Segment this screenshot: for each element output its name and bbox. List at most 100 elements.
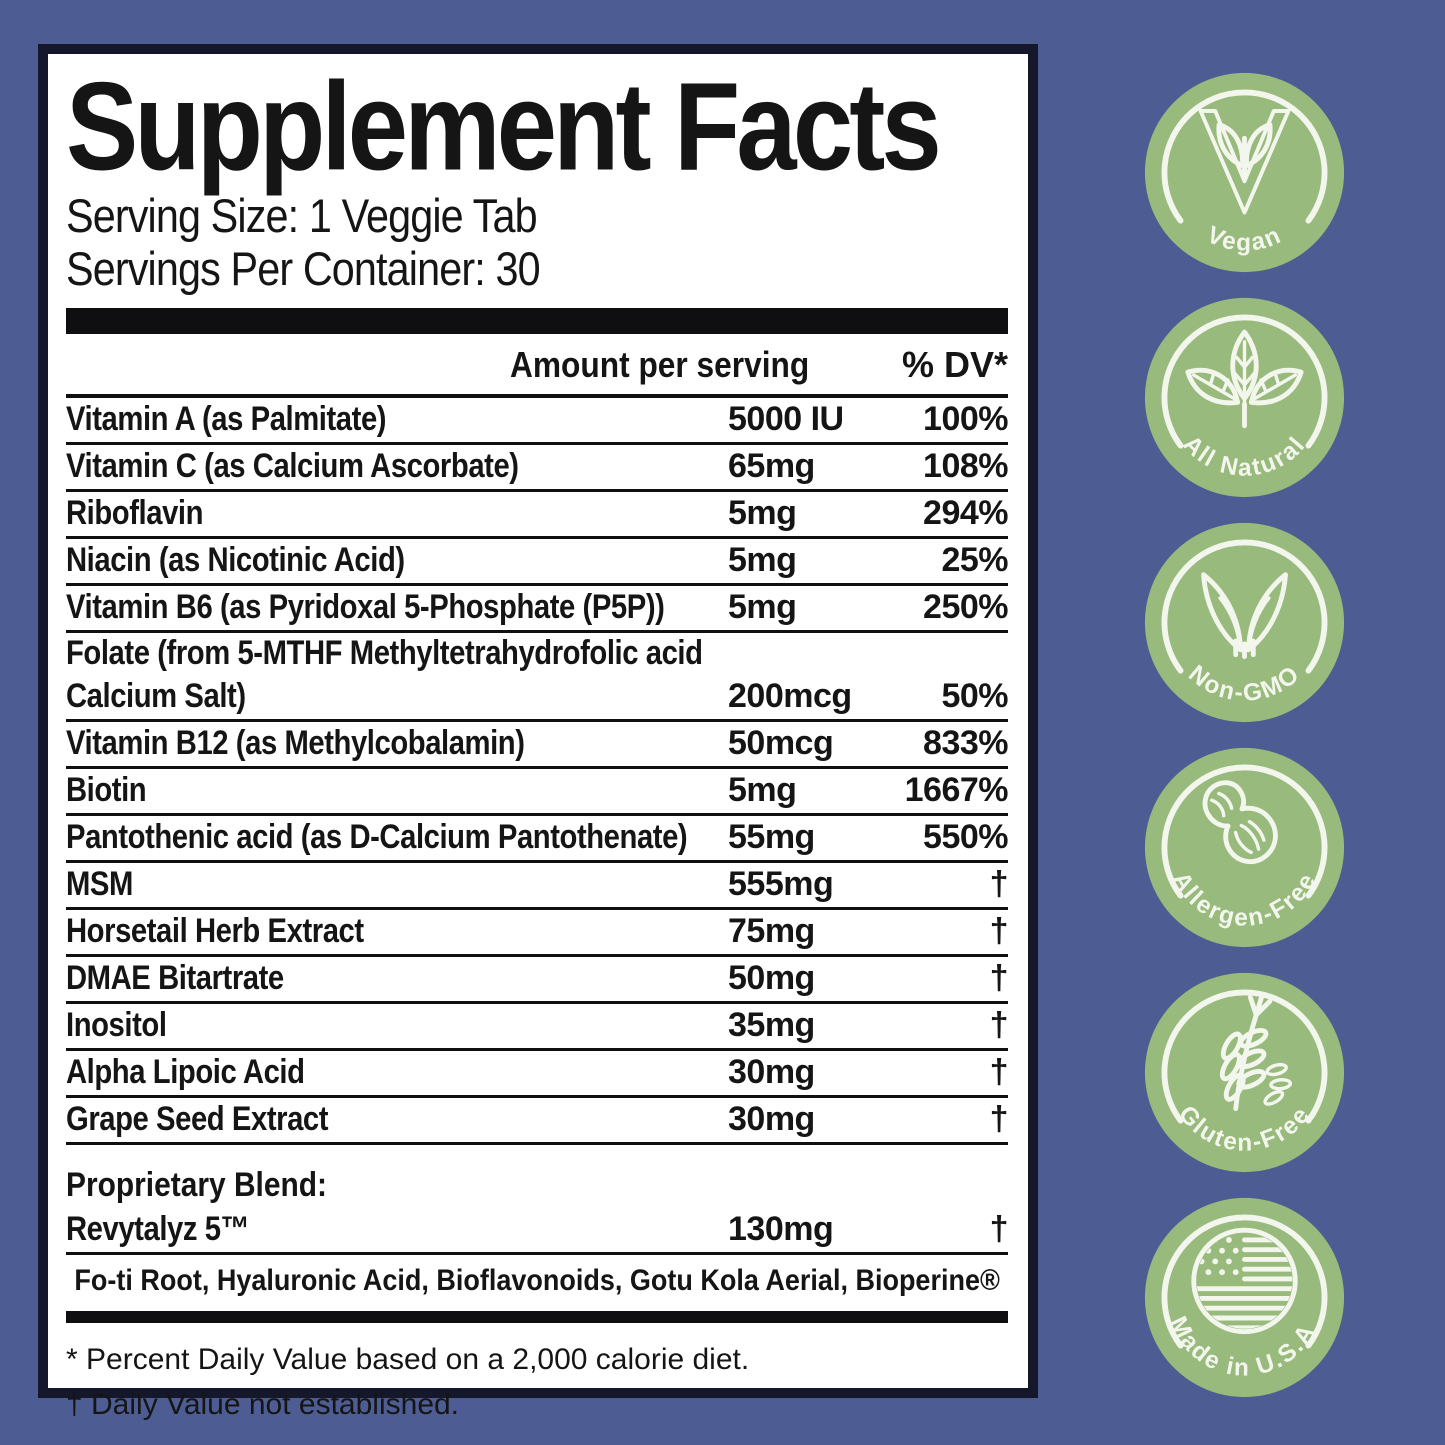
footnotes: * Percent Daily Value based on a 2,000 c… <box>66 1337 1008 1427</box>
table-row: Vitamin B12 (as Methylcobalamin) 50mcg 8… <box>66 722 1009 769</box>
ingredient-name: Pantothenic acid (as D-Calcium Pantothen… <box>66 818 688 857</box>
badge-gluten-free: Gluten-Free <box>1142 970 1347 1175</box>
ingredient-name: Inositol <box>66 1006 167 1045</box>
ingredient-name: Biotin <box>66 771 147 810</box>
amount-value: 50mcg <box>728 724 834 763</box>
dv-value: † <box>989 959 1009 998</box>
ingredient-name: Revytalyz 5™ <box>66 1210 250 1249</box>
ingredient-name: Riboflavin <box>66 494 204 533</box>
ingredient-name: Vitamin A (as Palmitate) <box>66 400 387 439</box>
table-row-proprietary: Revytalyz 5™ 130mg † <box>66 1208 1009 1255</box>
table-row-folate-line2: Calcium Salt) 200mcg 50% <box>66 675 1009 722</box>
table-row: MSM 555mg † <box>66 863 1009 910</box>
amount-value: 200mcg <box>728 677 852 716</box>
table-row: Horsetail Herb Extract 75mg † <box>66 910 1009 957</box>
amount-value: 50mg <box>728 959 815 998</box>
dv-value: † <box>989 1210 1009 1249</box>
table-row: Vitamin A (as Palmitate) 5000 IU 100% <box>66 398 1009 445</box>
ingredient-name: Horsetail Herb Extract <box>66 912 364 951</box>
table-row: Biotin 5mg 1667% <box>66 769 1009 816</box>
ingredient-name: Niacin (as Nicotinic Acid) <box>66 541 405 580</box>
footnote-dagger: † Daily Value not established. <box>66 1387 460 1421</box>
table-row: Vitamin C (as Calcium Ascorbate) 65mg 10… <box>66 445 1009 492</box>
ingredient-name: Vitamin B6 (as Pyridoxal 5-Phosphate (P5… <box>66 588 665 627</box>
ingredient-name: Alpha Lipoic Acid <box>66 1053 305 1092</box>
blend-ingredients-row: Fo-ti Root, Hyaluronic Acid, Bioflavonoi… <box>66 1255 1008 1307</box>
supplement-facts-panel: Supplement Facts Serving Size: 1 Veggie … <box>38 44 1038 1421</box>
footnote-dv: * Percent Daily Value based on a 2,000 c… <box>66 1342 750 1376</box>
dv-value: 100% <box>923 400 1008 439</box>
dv-value: 550% <box>923 818 1008 857</box>
peanut-icon <box>1202 780 1278 865</box>
badge-non-gmo: Non-GMO <box>1142 520 1347 725</box>
dv-value: † <box>989 912 1009 951</box>
amount-value: 75mg <box>728 912 815 951</box>
sprout-icon <box>1201 572 1288 660</box>
table-row: Riboflavin 5mg 294% <box>66 492 1009 539</box>
badge-circle <box>1144 972 1345 1173</box>
badge-ring-arc <box>1161 1214 1328 1349</box>
ingredient-name: Calcium Salt) <box>66 677 246 716</box>
badge-ring-arc <box>1161 989 1328 1124</box>
ingredient-name: Folate (from 5-MTHF Methyltetrahydrofoli… <box>66 634 703 673</box>
dv-value: † <box>989 1053 1009 1092</box>
section-divider-bar <box>66 307 1008 334</box>
servings-per-container: Servings Per Container: 30 <box>66 242 541 296</box>
dv-value: 1667% <box>904 771 1009 810</box>
table-row: Alpha Lipoic Acid 30mg † <box>66 1051 1009 1098</box>
badge-made-in-usa: Made in U.S.A. <box>1142 1195 1347 1400</box>
panel-title: Supplement Facts <box>66 57 942 198</box>
amount-value: 65mg <box>728 447 815 486</box>
table-row: Pantothenic acid (as D-Calcium Pantothen… <box>66 816 1009 863</box>
badge-ring-arc <box>1161 314 1328 449</box>
badge-circle <box>1144 522 1345 723</box>
dv-value: † <box>989 865 1009 904</box>
amount-value: 555mg <box>728 865 834 904</box>
amount-column-header: Amount per serving <box>509 343 810 385</box>
dv-column-header: % DV* <box>901 343 1008 385</box>
proprietary-blend-label: Proprietary Blend: <box>66 1165 328 1204</box>
table-row: DMAE Bitartrate 50mg † <box>66 957 1009 1004</box>
dv-value: 25% <box>941 541 1008 580</box>
usa-flag-icon <box>1191 1227 1298 1335</box>
table-header: Amount per serving % DV* <box>66 334 1008 398</box>
amount-value: 35mg <box>728 1006 815 1045</box>
wheat-icon <box>1219 992 1293 1112</box>
table-row: Inositol 35mg † <box>66 1004 1009 1051</box>
ingredient-name: DMAE Bitartrate <box>66 959 284 998</box>
footnote-divider-bar <box>66 1310 1008 1323</box>
badge-ring-arc <box>1161 539 1328 674</box>
amount-value: 5mg <box>728 771 797 810</box>
dv-value: † <box>989 1100 1009 1139</box>
dv-value: † <box>989 1006 1009 1045</box>
ingredient-name: MSM <box>66 865 133 904</box>
amount-value: 130mg <box>728 1210 834 1249</box>
badge-ring-arc <box>1161 89 1328 224</box>
amount-value: 5mg <box>728 494 797 533</box>
serving-size: Serving Size: 1 Veggie Tab <box>66 188 538 242</box>
amount-value: 5mg <box>728 541 797 580</box>
dv-value: 50% <box>941 677 1008 716</box>
dv-value: 108% <box>923 447 1008 486</box>
leaves-icon <box>1185 329 1304 429</box>
badge-all-natural: All Natural <box>1142 295 1347 500</box>
badge-ring-arc <box>1161 764 1328 899</box>
ingredient-name: Vitamin C (as Calcium Ascorbate) <box>66 447 519 486</box>
ingredient-name: Grape Seed Extract <box>66 1100 329 1139</box>
amount-value: 30mg <box>728 1053 815 1092</box>
table-row: Grape Seed Extract 30mg † <box>66 1098 1009 1145</box>
proprietary-blend-label-row: Proprietary Blend: <box>66 1163 1008 1208</box>
dv-value: 833% <box>923 724 1008 763</box>
amount-value: 55mg <box>728 818 815 857</box>
amount-value: 5mg <box>728 588 797 627</box>
ingredient-name: Vitamin B12 (as Methylcobalamin) <box>66 724 525 763</box>
amount-value: 30mg <box>728 1100 815 1139</box>
badge-allergen-free: Allergen-Free <box>1142 745 1347 950</box>
blend-ingredients: Fo-ti Root, Hyaluronic Acid, Bioflavonoi… <box>74 1263 1000 1297</box>
badge-vegan: Vegan <box>1142 70 1347 275</box>
dv-value: 250% <box>923 588 1008 627</box>
amount-value: 5000 IU <box>728 400 844 439</box>
vegan-v-leaf-icon <box>1198 109 1291 215</box>
dv-value: 294% <box>923 494 1008 533</box>
table-row: Vitamin B6 (as Pyridoxal 5-Phosphate (P5… <box>66 586 1009 633</box>
